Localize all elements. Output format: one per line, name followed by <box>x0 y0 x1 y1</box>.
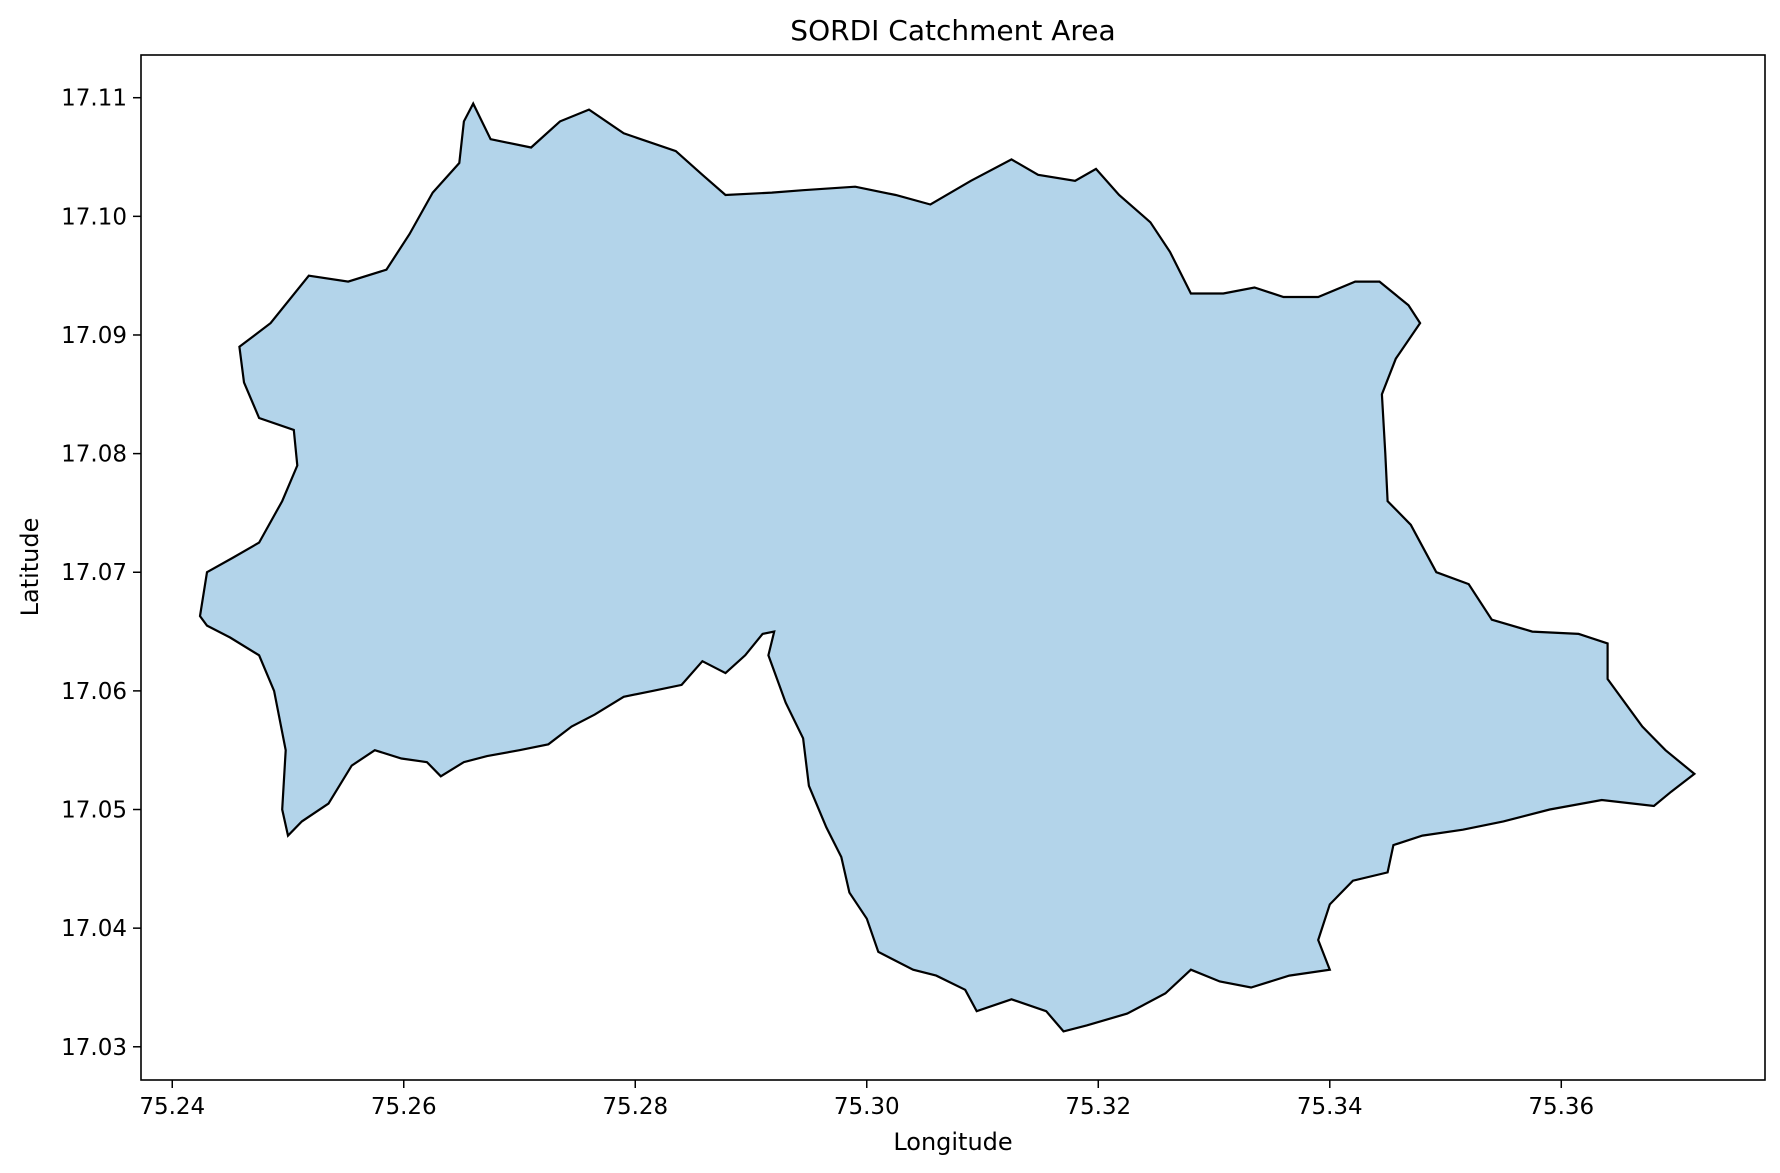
x-tick-label: 75.24 <box>139 1094 205 1120</box>
axes-frame <box>140 54 1766 1081</box>
y-tick-label: 17.07 <box>61 560 127 586</box>
y-axis: 17.03 17.04 17.05 17.06 17.07 17.08 17.09 17.10… <box>61 86 141 1061</box>
y-tick-label: 17.11 <box>61 86 127 112</box>
y-axis-label: Latitude <box>16 518 44 617</box>
polygon-layer <box>198 101 1697 1033</box>
y-tick-label: 17.03 <box>61 1035 127 1061</box>
catchment-polygon <box>198 101 1697 1033</box>
x-tick-label: 75.32 <box>1065 1094 1131 1120</box>
y-tick-label: 17.04 <box>61 916 127 942</box>
y-tick-label: 17.10 <box>61 204 127 230</box>
y-tick-label: 17.08 <box>61 442 127 468</box>
x-axis: 75.24 75.26 75.28 75.30 75.32 75.34 75.36 <box>139 1080 1594 1120</box>
y-tick-label: 17.05 <box>61 798 127 824</box>
x-tick-label: 75.34 <box>1297 1094 1363 1120</box>
x-tick-label: 75.26 <box>371 1094 437 1120</box>
x-tick-label: 75.36 <box>1528 1094 1594 1120</box>
x-tick-label: 75.30 <box>834 1094 900 1120</box>
chart-title: SORDI Catchment Area <box>790 14 1115 47</box>
x-axis-label: Longitude <box>893 1128 1012 1156</box>
x-tick-label: 75.28 <box>602 1094 668 1120</box>
y-tick-label: 17.06 <box>61 679 127 705</box>
y-tick-label: 17.09 <box>61 323 127 349</box>
